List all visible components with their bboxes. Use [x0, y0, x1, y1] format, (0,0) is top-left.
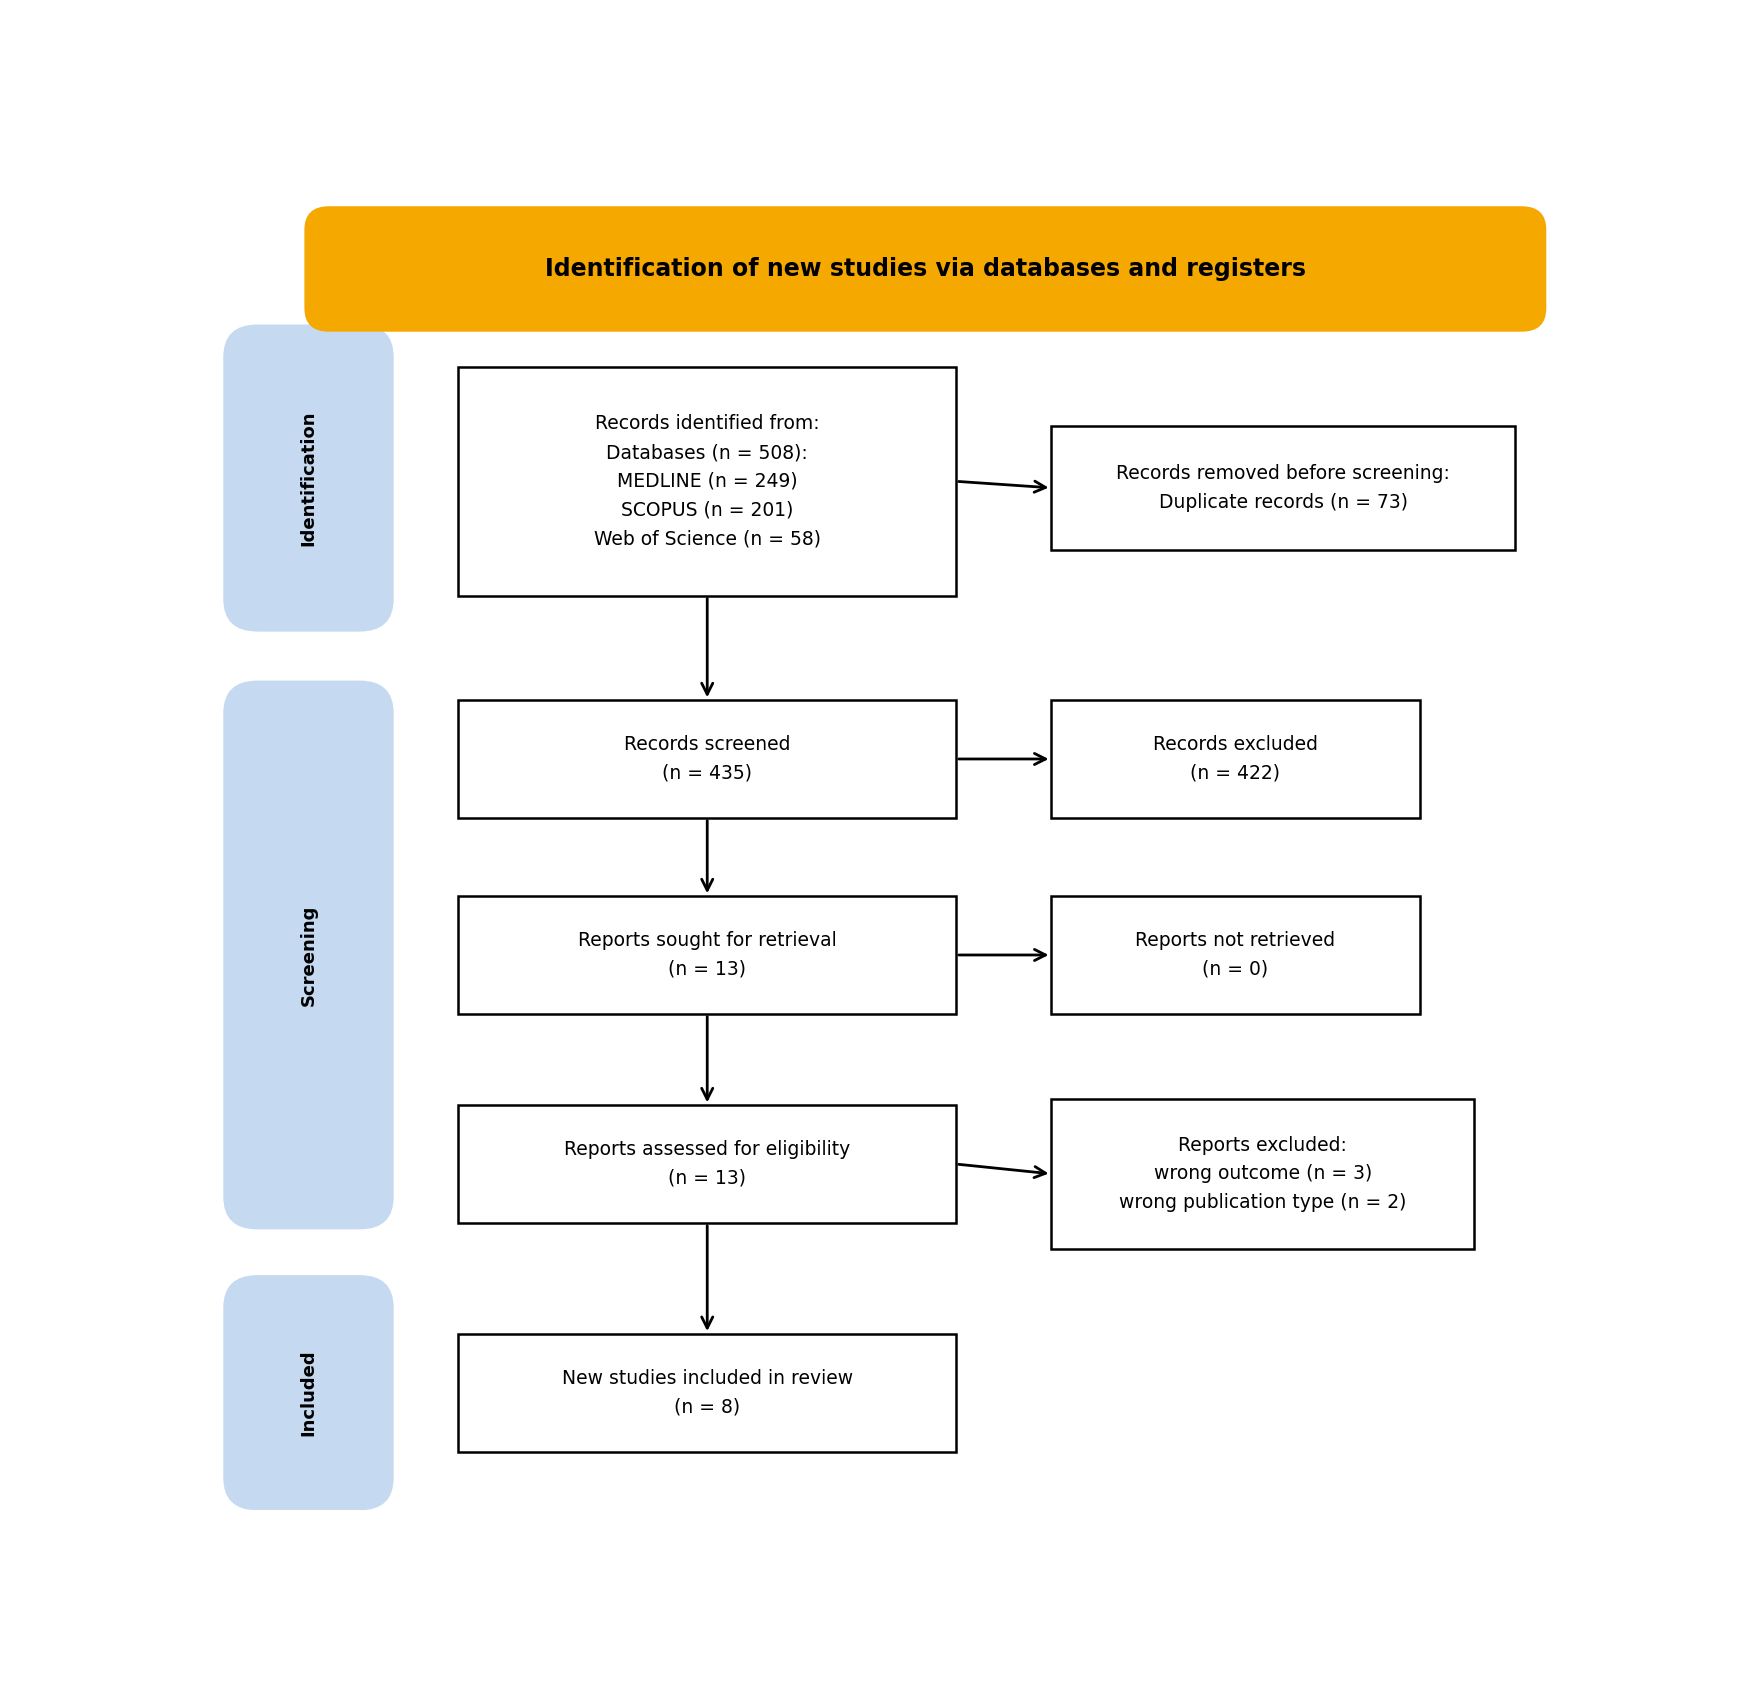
FancyBboxPatch shape — [223, 680, 394, 1229]
FancyBboxPatch shape — [223, 1274, 394, 1510]
Text: (n = 435): (n = 435) — [661, 764, 753, 782]
Text: Reports excluded:: Reports excluded: — [1179, 1135, 1347, 1154]
Text: Web of Science (n = 58): Web of Science (n = 58) — [595, 529, 821, 548]
FancyBboxPatch shape — [459, 1105, 957, 1224]
Text: wrong publication type (n = 2): wrong publication type (n = 2) — [1119, 1193, 1407, 1212]
FancyBboxPatch shape — [223, 324, 394, 631]
FancyBboxPatch shape — [459, 1334, 957, 1451]
Text: (n = 0): (n = 0) — [1203, 961, 1268, 979]
Text: Identification: Identification — [299, 411, 317, 546]
Text: New studies included in review: New studies included in review — [561, 1369, 853, 1388]
Text: Records removed before screening:: Records removed before screening: — [1117, 463, 1449, 484]
Text: MEDLINE (n = 249): MEDLINE (n = 249) — [617, 472, 797, 490]
Text: Included: Included — [299, 1349, 317, 1436]
FancyBboxPatch shape — [1052, 1098, 1474, 1249]
Text: wrong outcome (n = 3): wrong outcome (n = 3) — [1154, 1164, 1372, 1183]
Text: Reports sought for retrieval: Reports sought for retrieval — [579, 932, 837, 950]
FancyBboxPatch shape — [1052, 896, 1420, 1013]
Text: Records identified from:: Records identified from: — [595, 414, 820, 433]
Text: Records excluded: Records excluded — [1152, 735, 1317, 753]
Text: (n = 8): (n = 8) — [674, 1398, 741, 1417]
Text: (n = 13): (n = 13) — [668, 1169, 746, 1188]
FancyBboxPatch shape — [459, 896, 957, 1013]
Text: Reports assessed for eligibility: Reports assessed for eligibility — [565, 1140, 850, 1159]
Text: Screening: Screening — [299, 905, 317, 1006]
Text: Records screened: Records screened — [624, 735, 790, 753]
Text: SCOPUS (n = 201): SCOPUS (n = 201) — [621, 501, 793, 519]
Text: (n = 422): (n = 422) — [1191, 764, 1281, 782]
FancyBboxPatch shape — [304, 207, 1546, 331]
Text: Duplicate records (n = 73): Duplicate records (n = 73) — [1159, 492, 1407, 512]
FancyBboxPatch shape — [459, 367, 957, 596]
Text: Databases (n = 508):: Databases (n = 508): — [607, 443, 807, 462]
Text: Identification of new studies via databases and registers: Identification of new studies via databa… — [545, 256, 1305, 282]
FancyBboxPatch shape — [1052, 426, 1514, 550]
Text: (n = 13): (n = 13) — [668, 961, 746, 979]
FancyBboxPatch shape — [1052, 701, 1420, 818]
Text: Reports not retrieved: Reports not retrieved — [1135, 932, 1335, 950]
FancyBboxPatch shape — [459, 701, 957, 818]
